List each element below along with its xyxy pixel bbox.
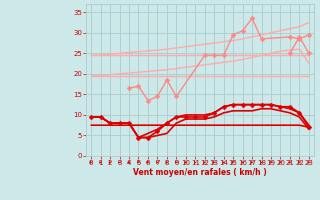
X-axis label: Vent moyen/en rafales ( km/h ): Vent moyen/en rafales ( km/h ) [133, 168, 267, 177]
